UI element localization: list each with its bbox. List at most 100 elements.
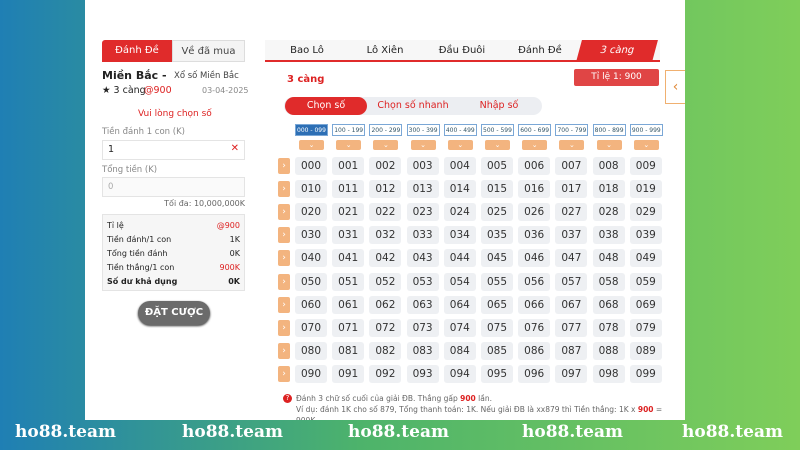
range-toggle[interactable]: ⌄ xyxy=(336,140,362,150)
number-cell[interactable]: 080 xyxy=(295,341,327,360)
number-cell[interactable]: 028 xyxy=(592,203,625,222)
number-cell[interactable]: 014 xyxy=(443,180,476,199)
number-cell[interactable]: 016 xyxy=(518,180,551,199)
number-cell[interactable]: 088 xyxy=(592,341,625,360)
number-cell[interactable]: 015 xyxy=(481,180,513,199)
number-cell[interactable]: 079 xyxy=(629,318,662,337)
number-cell[interactable]: 035 xyxy=(481,226,513,245)
number-cell[interactable]: 070 xyxy=(295,318,327,337)
number-cell[interactable]: 042 xyxy=(369,249,402,268)
number-cell[interactable]: 004 xyxy=(443,157,476,175)
number-cell[interactable]: 040 xyxy=(295,249,327,268)
game-tab[interactable]: Đánh Đề xyxy=(518,45,562,56)
row-toggle[interactable]: › xyxy=(278,319,290,336)
number-cell[interactable]: 000 xyxy=(295,157,327,175)
row-toggle[interactable]: › xyxy=(278,158,290,174)
row-toggle[interactable]: › xyxy=(278,204,290,221)
clear-button[interactable]: ✕ xyxy=(230,143,239,154)
number-cell[interactable]: 074 xyxy=(443,318,476,337)
game-tab[interactable]: Lô Xiên xyxy=(366,45,404,56)
range-button[interactable]: 300 - 399 xyxy=(406,124,440,136)
number-cell[interactable]: 073 xyxy=(406,318,439,337)
number-cell[interactable]: 052 xyxy=(369,272,402,291)
number-cell[interactable]: 032 xyxy=(369,226,402,245)
number-cell[interactable]: 096 xyxy=(518,364,551,383)
number-cell[interactable]: 009 xyxy=(629,157,662,175)
number-cell[interactable]: 027 xyxy=(555,203,588,222)
number-cell[interactable]: 036 xyxy=(518,226,551,245)
number-cell[interactable]: 081 xyxy=(332,341,365,360)
side-toggle[interactable]: ‹ xyxy=(665,70,685,104)
number-cell[interactable]: 013 xyxy=(406,180,439,199)
number-cell[interactable]: 055 xyxy=(481,272,513,291)
number-cell[interactable]: 029 xyxy=(629,203,662,222)
number-cell[interactable]: 065 xyxy=(481,295,513,314)
number-cell[interactable]: 059 xyxy=(629,272,662,291)
number-cell[interactable]: 046 xyxy=(518,249,551,268)
number-cell[interactable]: 007 xyxy=(555,157,588,175)
number-cell[interactable]: 023 xyxy=(406,203,439,222)
range-toggle[interactable]: ⌄ xyxy=(299,140,324,150)
row-toggle[interactable]: › xyxy=(278,227,290,244)
number-cell[interactable]: 026 xyxy=(518,203,551,222)
range-button[interactable]: 000 - 099 xyxy=(295,124,328,136)
number-cell[interactable]: 047 xyxy=(555,249,588,268)
number-cell[interactable]: 041 xyxy=(332,249,365,268)
number-cell[interactable]: 025 xyxy=(481,203,513,222)
range-button[interactable]: 800 - 899 xyxy=(592,124,626,136)
number-cell[interactable]: 097 xyxy=(555,364,588,383)
number-cell[interactable]: 043 xyxy=(406,249,439,268)
number-cell[interactable]: 095 xyxy=(481,364,513,383)
number-cell[interactable]: 051 xyxy=(332,272,365,291)
range-toggle[interactable]: ⌄ xyxy=(559,140,585,150)
number-cell[interactable]: 039 xyxy=(629,226,662,245)
number-cell[interactable]: 077 xyxy=(555,318,588,337)
row-toggle[interactable]: › xyxy=(278,181,290,198)
number-cell[interactable]: 093 xyxy=(406,364,439,383)
number-cell[interactable]: 062 xyxy=(369,295,402,314)
range-button[interactable]: 400 - 499 xyxy=(443,124,477,136)
number-cell[interactable]: 075 xyxy=(481,318,513,337)
number-cell[interactable]: 072 xyxy=(369,318,402,337)
number-cell[interactable]: 085 xyxy=(481,341,513,360)
number-cell[interactable]: 045 xyxy=(481,249,513,268)
range-toggle[interactable]: ⌄ xyxy=(596,140,622,150)
number-cell[interactable]: 021 xyxy=(332,203,365,222)
mode-tab[interactable]: Chọn số nhanh xyxy=(377,100,449,111)
number-cell[interactable]: 082 xyxy=(369,341,402,360)
number-cell[interactable]: 076 xyxy=(518,318,551,337)
range-toggle[interactable]: ⌄ xyxy=(373,140,399,150)
number-cell[interactable]: 002 xyxy=(369,157,402,175)
range-toggle[interactable]: ⌄ xyxy=(410,140,436,150)
number-cell[interactable]: 011 xyxy=(332,180,365,199)
number-cell[interactable]: 048 xyxy=(592,249,625,268)
number-cell[interactable]: 066 xyxy=(518,295,551,314)
submit-button[interactable]: ĐẶT CƯỢC xyxy=(138,301,210,325)
number-cell[interactable]: 058 xyxy=(592,272,625,291)
mode-tab[interactable]: Nhập số xyxy=(479,100,519,111)
number-cell[interactable]: 017 xyxy=(555,180,588,199)
game-tab[interactable]: Đầu Đuôi xyxy=(438,45,486,56)
number-cell[interactable]: 050 xyxy=(295,272,327,291)
number-cell[interactable]: 020 xyxy=(295,203,327,222)
number-cell[interactable]: 038 xyxy=(592,226,625,245)
number-cell[interactable]: 094 xyxy=(443,364,476,383)
number-cell[interactable]: 012 xyxy=(369,180,402,199)
number-cell[interactable]: 008 xyxy=(592,157,625,175)
number-cell[interactable]: 091 xyxy=(332,364,365,383)
number-cell[interactable]: 003 xyxy=(406,157,439,175)
row-toggle[interactable]: › xyxy=(278,250,290,267)
number-cell[interactable]: 083 xyxy=(406,341,439,360)
number-cell[interactable]: 064 xyxy=(443,295,476,314)
number-cell[interactable]: 099 xyxy=(629,364,662,383)
number-cell[interactable]: 098 xyxy=(592,364,625,383)
number-cell[interactable]: 037 xyxy=(555,226,588,245)
range-button[interactable]: 700 - 799 xyxy=(555,124,589,136)
number-cell[interactable]: 056 xyxy=(518,272,551,291)
tab[interactable]: Về đã mua xyxy=(172,40,245,62)
range-toggle[interactable]: ⌄ xyxy=(447,140,473,150)
row-toggle[interactable]: › xyxy=(278,273,290,290)
number-cell[interactable]: 069 xyxy=(629,295,662,314)
number-cell[interactable]: 044 xyxy=(443,249,476,268)
range-button[interactable]: 100 - 199 xyxy=(332,124,366,136)
